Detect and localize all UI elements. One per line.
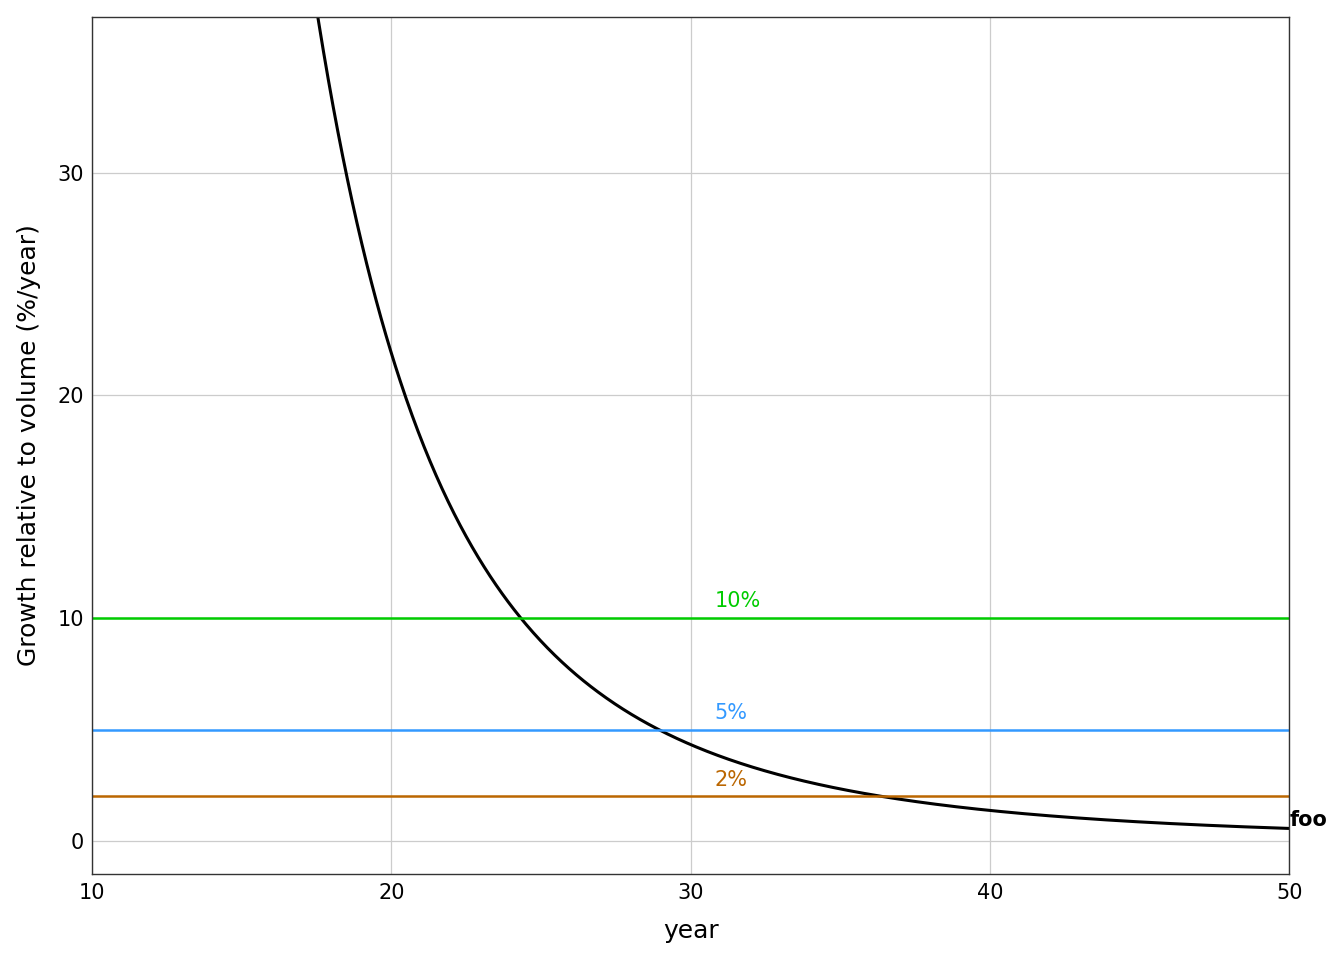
Text: 10%: 10% <box>715 591 761 612</box>
Y-axis label: Growth relative to volume (%/year): Growth relative to volume (%/year) <box>16 225 40 666</box>
Text: foo: foo <box>1289 809 1328 829</box>
X-axis label: year: year <box>663 920 719 944</box>
Text: 2%: 2% <box>715 770 747 790</box>
Text: 5%: 5% <box>715 703 747 723</box>
